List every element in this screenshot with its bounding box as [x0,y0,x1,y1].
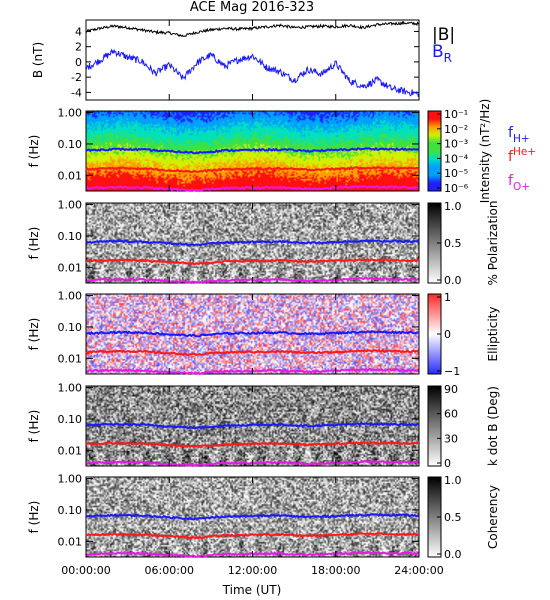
field-y-label: B (nT) [31,42,45,78]
freq-tick-label: 0.10 [58,504,83,517]
panel-kdotb: 1.00 0.10 0.01 f (Hz) 90 60 30 0 k dot B (Deg) [27,382,500,470]
b-magnitude-line [85,20,420,38]
panel-coherency: 1.00 0.10 0.01 f (Hz) 1.0 0.5 0.0 Coherency [27,473,500,561]
colorbar-tick-label: 1 [444,291,451,304]
colorbar-tick-label: 10⁻⁴ [444,152,469,165]
field-y-tick-label: 2 [75,41,82,54]
field-y-tick-label: -2 [71,71,82,84]
figure-title: ACE Mag 2016-323 [190,0,314,15]
freq-tick-label: 0.01 [58,261,83,274]
gyro-line-fHplus [85,239,420,247]
freq-tick-label: 0.10 [58,230,83,243]
colorbar-label-kdotb: k dot B (Deg) [486,386,500,466]
colorbar-tick-label: 10⁻³ [444,138,468,151]
freq-y-label: f (Hz) [27,501,41,534]
field-y-tick-label: -4 [71,86,82,99]
time-tick-label: 24:00:00 [394,564,443,577]
colorbar-tick-label: 10⁻⁶ [444,182,469,195]
freq-tick-label: 0.10 [58,413,83,426]
field-lines [85,20,420,97]
time-axis-ticks: 00:00:00 06:00:00 12:00:00 18:00:00 24:00:00 [61,20,444,577]
freq-y-label: f (Hz) [27,135,41,168]
freq-tick-label: 0.01 [58,169,83,182]
gyro-line-fHeplus [85,532,420,540]
spectrogram-kdotb [86,386,419,466]
colorbar-label-coherency: Coherency [486,485,500,549]
colorbar-tick-label: 60 [444,408,458,421]
time-axis-label: Time (UT) [222,583,282,597]
freq-y-label: f (Hz) [27,318,41,351]
colorbar-label-polarization: % Polarization [486,201,500,286]
time-tick-label: 06:00:00 [145,564,194,577]
gyro-line-fHplus [85,330,420,338]
freq-tick-label: 1.00 [58,382,83,395]
time-tick-label: 12:00:00 [228,564,277,577]
legend-b-magnitude: |B| [432,25,455,45]
freq-tick-label: 0.10 [58,138,83,151]
spectrogram-polarization [86,203,419,283]
freq-y-label: f (Hz) [27,410,41,443]
freq-tick-label: 1.00 [58,199,83,212]
colorbar-tick-label: 0 [444,328,451,341]
colorbar-tick-label: 0 [444,457,451,470]
spectrogram-ellipticity [86,294,419,374]
panel-ellipticity: 1.00 0.10 0.01 f (Hz) 1 0 −1 Ellipticity [27,290,500,378]
colorbar-tick-label: 0.5 [444,237,462,250]
colorbar-tick-label: 10⁻² [444,123,468,136]
colorbar-tick-label: 10⁻¹ [444,108,468,121]
colorbar-tick-label: 1.0 [444,200,462,213]
colorbar-tick-label: 90 [444,383,458,396]
colorbar-label-intensity: Intensity (nT²/Hz) [478,99,492,204]
gyro-line-fHplus [85,513,420,521]
colorbar-tick-label: 0.5 [444,511,462,524]
time-tick-label: 00:00:00 [61,564,110,577]
legend-fHeplus: fHe+ [508,146,536,165]
spectrogram-intensity [86,111,419,191]
freq-tick-label: 0.10 [58,321,83,334]
gyro-line-fHeplus [85,165,420,174]
gyro-line-fHeplus [85,257,420,266]
field-y-tick-label: 0 [75,56,82,69]
time-tick-label: 18:00:00 [311,564,360,577]
colorbar-tick-label: 10⁻⁵ [444,167,468,180]
freq-y-label: f (Hz) [27,227,41,260]
colorbar-tick-label: 1.0 [444,474,462,487]
legend-b-radial: BR [432,42,452,65]
colorbar-tick-label: 0.0 [444,274,462,287]
panel-polarization: 1.00 0.10 0.01 f (Hz) 1.0 0.5 0.0 % Polarizatio… [27,199,500,287]
colorbar-intensity [427,110,442,192]
legend-fHplus: fH+ [508,125,530,145]
gyro-line-fHeplus [85,348,420,357]
spectrogram-panels: 1.000.100.01f (Hz)10⁻¹10⁻²10⁻³10⁻⁴10⁻⁵10… [27,99,536,561]
gyro-line-fHeplus [85,441,419,449]
colorbar-tick-label: 30 [444,432,458,445]
gyro-line-fHplus [85,146,420,155]
b-radial-line [85,48,420,97]
colorbar-tick-label: 0.0 [444,548,462,561]
freq-tick-label: 0.01 [58,535,83,548]
colorbar-tick-label: −1 [444,365,460,378]
freq-tick-label: 1.00 [58,473,83,486]
field-panel: B (nT) |B| BR 4 2 0 -2 -4 [31,19,455,101]
freq-tick-label: 0.01 [58,444,83,457]
gyro-line-fHplus [85,422,420,430]
field-y-tick-label: 4 [75,25,82,38]
freq-tick-label: 1.00 [58,107,83,120]
colorbar-label-ellipticity: Ellipticity [486,307,500,362]
legend-fOplus: fO+ [508,173,530,193]
field-y-ticks: 4 2 0 -2 -4 [71,25,419,99]
freq-tick-label: 1.00 [58,290,83,303]
panel-intensity: 1.00 0.10 0.01 f (Hz) 10⁻¹ 10⁻² 10⁻³10⁻⁴ 10⁻⁵ 10… [27,99,536,204]
colorbar-kdotb [427,385,442,467]
freq-tick-label: 0.01 [58,352,83,365]
